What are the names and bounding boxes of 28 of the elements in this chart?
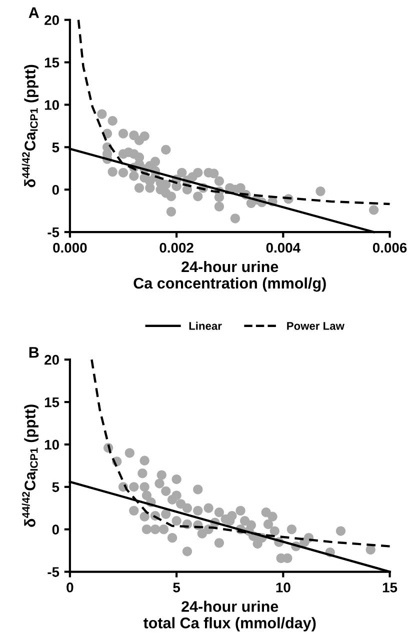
x-tick-label: 0.002: [160, 242, 194, 253]
chart-title: A: [28, 7, 39, 18]
x-tick-label: 15: [382, 582, 398, 592]
x-tick-label: 0.004: [266, 242, 300, 253]
y-tick-label: -5: [48, 567, 60, 577]
legend-label: Linear: [189, 322, 222, 330]
x-tick-label: 5: [173, 582, 180, 592]
x-tick-label: 0.006: [372, 242, 407, 253]
y-tick-label: 5: [52, 482, 60, 492]
y-tick-label: 0: [52, 184, 59, 195]
legend-label: Power Law: [287, 322, 344, 330]
y-tick-label: 0: [52, 524, 59, 535]
y-tick-label: 20: [44, 354, 59, 365]
y-tick-label: 5: [52, 142, 60, 152]
y-tick-label: -5: [48, 228, 60, 238]
y-tick-label: 15: [44, 398, 60, 408]
x-tick-label: 0.000: [53, 242, 87, 253]
x-tick-label: 10: [276, 582, 290, 592]
y-axis-title: δ$^{44/42}$Ca$_{ICP1}$ (pptt): [22, 64, 38, 188]
y-tick-label: 20: [44, 15, 59, 26]
y-tick-label: 15: [44, 58, 60, 68]
x-tick-label: 0: [66, 582, 74, 592]
y-tick-label: 10: [44, 100, 59, 110]
x-axis-title: 24-hour urine Ca concentration (mmol/g): [134, 260, 326, 292]
x-axis-title: 24-hour urine total Ca flux (mmol/day): [143, 600, 316, 632]
y-tick-label: 10: [44, 440, 59, 450]
chart-title: B: [29, 347, 39, 358]
y-axis-title: δ$^{44/42}$Ca$_{ICP1}$ (pptt): [22, 404, 38, 527]
